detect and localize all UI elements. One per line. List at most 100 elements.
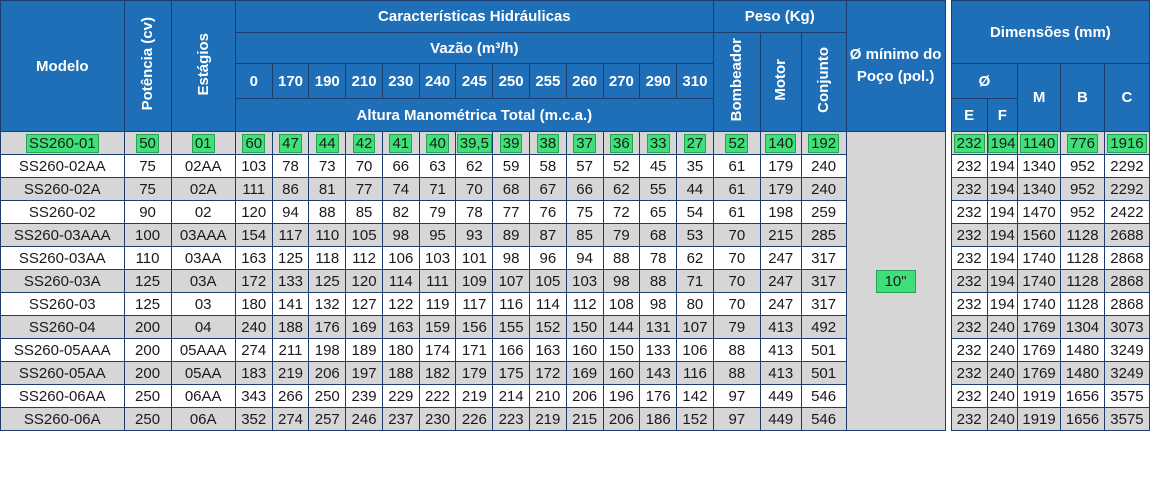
cell-dim-e: 232 bbox=[950, 361, 988, 385]
cell-dim-f-highlight: 194 bbox=[987, 133, 1017, 153]
cell-head: 172 bbox=[234, 269, 273, 293]
header-flow-10: 270 bbox=[602, 63, 641, 99]
cell-bombeador: 97 bbox=[712, 407, 761, 431]
cell-head: 179 bbox=[455, 361, 494, 385]
cell-head: 343 bbox=[234, 384, 273, 408]
cell-dim-f: 194 bbox=[986, 200, 1019, 224]
cell-dim-f: 240 bbox=[986, 338, 1019, 362]
cell-bombeador: 52 bbox=[712, 131, 761, 155]
header-flow-6: 245 bbox=[455, 63, 494, 99]
cell-head: 246 bbox=[345, 407, 383, 431]
cell-dim-c: 3575 bbox=[1103, 407, 1151, 431]
cell-potencia: 125 bbox=[123, 269, 172, 293]
cell-head: 143 bbox=[639, 361, 678, 385]
cell-dim-e: 232 bbox=[950, 246, 988, 270]
cell-head: 98 bbox=[381, 223, 420, 247]
cell-head: 219 bbox=[271, 361, 310, 385]
table-row: SS260-02 90 02 120 94 88 85 82 79 78 77 76 75 72 65 54 6… bbox=[0, 200, 1151, 224]
cell-modelo: SS260-03AA bbox=[0, 246, 125, 270]
cell-dim-m: 1769 bbox=[1017, 315, 1062, 339]
cell-head: 132 bbox=[308, 292, 347, 316]
cell-dim-b: 1128 bbox=[1060, 269, 1105, 293]
cell-head: 214 bbox=[492, 384, 530, 408]
cell-estagios: 02A bbox=[170, 177, 236, 201]
cell-conjunto: 546 bbox=[800, 407, 847, 431]
header-estagios: Estágios bbox=[170, 0, 236, 132]
cell-head: 180 bbox=[381, 338, 420, 362]
cell-head: 223 bbox=[492, 407, 530, 431]
cell-head: 86 bbox=[271, 177, 310, 201]
cell-head: 75 bbox=[565, 200, 604, 224]
cell-head: 169 bbox=[345, 315, 383, 339]
cell-head: 163 bbox=[234, 246, 273, 270]
header-dimensoes: Dimensões (mm) bbox=[950, 0, 1151, 64]
cell-head: 152 bbox=[528, 315, 567, 339]
cell-bombeador: 70 bbox=[712, 292, 761, 316]
header-diametro-minimo: Ø mínimo do Poço (pol.) bbox=[845, 0, 946, 132]
column-gap bbox=[944, 0, 952, 132]
cell-dim-e: 232 bbox=[950, 200, 988, 224]
cell-head: 156 bbox=[455, 315, 494, 339]
header-flow-2: 190 bbox=[308, 63, 347, 99]
cell-head: 155 bbox=[492, 315, 530, 339]
cell-head: 95 bbox=[418, 223, 457, 247]
table-row: SS260-02AA 75 02AA 103 78 73 70 66 63 62 59 58 57 52 4… bbox=[0, 154, 1151, 178]
cell-head: 219 bbox=[528, 407, 567, 431]
cell-motor: 449 bbox=[759, 384, 802, 408]
cell-head: 58 bbox=[528, 154, 567, 178]
cell-dim-e: 232 bbox=[950, 315, 988, 339]
cell-conjunto: 240 bbox=[800, 177, 847, 201]
cell-head: 226 bbox=[455, 407, 494, 431]
cell-dim-e-highlight: 232 bbox=[953, 133, 985, 153]
header-caracteristicas: Características Hidráulicas bbox=[234, 0, 714, 33]
cell-modelo-highlight: SS260-01 bbox=[25, 133, 99, 153]
cell-head: 118 bbox=[308, 246, 347, 270]
cell-head: 188 bbox=[271, 315, 310, 339]
cell-head: 106 bbox=[381, 246, 420, 270]
cell-head: 71 bbox=[676, 269, 714, 293]
pump-spec-table: Modelo Potência (cv) Estágios Caracterís… bbox=[0, 0, 1151, 431]
cell-head: 186 bbox=[639, 407, 678, 431]
cell-head: 59 bbox=[492, 154, 530, 178]
cell-dim-m: 1919 bbox=[1017, 407, 1062, 431]
cell-head: 171 bbox=[455, 338, 494, 362]
cell-head: 80 bbox=[676, 292, 714, 316]
cell-dim-c: 2292 bbox=[1103, 177, 1151, 201]
cell-head: 196 bbox=[602, 384, 641, 408]
cell-head: 120 bbox=[234, 200, 273, 224]
cell-head: 274 bbox=[234, 338, 273, 362]
cell-potencia: 110 bbox=[123, 246, 172, 270]
header-altura: Altura Manométrica Total (m.c.a.) bbox=[234, 98, 714, 132]
cell-dim-c-highlight: 1916 bbox=[1107, 133, 1147, 153]
cell-dim-b: 952 bbox=[1060, 154, 1105, 178]
cell-head: 116 bbox=[492, 292, 530, 316]
cell-head: 39 bbox=[492, 131, 530, 155]
cell-head: 88 bbox=[308, 200, 347, 224]
cell-head: 198 bbox=[308, 338, 347, 362]
cell-estagios: 03AAA bbox=[170, 223, 236, 247]
cell-dim-f: 194 bbox=[986, 154, 1019, 178]
cell-bombeador: 88 bbox=[712, 338, 761, 362]
cell-head: 117 bbox=[455, 292, 494, 316]
cell-bombeador: 61 bbox=[712, 154, 761, 178]
table-row: SS260-03 125 03 180 141 132 127 122 119 117 116 114… bbox=[0, 292, 1151, 316]
cell-head: 206 bbox=[308, 361, 347, 385]
header-dim-m: M bbox=[1017, 63, 1062, 132]
cell-motor: 449 bbox=[759, 407, 802, 431]
cell-motor: 247 bbox=[759, 292, 802, 316]
cell-head: 239 bbox=[345, 384, 383, 408]
cell-head-highlight: 37 bbox=[573, 133, 596, 153]
cell-conjunto: 192 bbox=[800, 131, 847, 155]
cell-estagios: 01 bbox=[170, 131, 236, 155]
cell-dim-e: 232 bbox=[950, 223, 988, 247]
cell-dim-b: 952 bbox=[1060, 177, 1105, 201]
cell-modelo: SS260-05AAA bbox=[0, 338, 125, 362]
cell-dim-f: 194 bbox=[986, 177, 1019, 201]
cell-dim-b: 1656 bbox=[1060, 384, 1105, 408]
cell-head: 96 bbox=[528, 246, 567, 270]
cell-dim-e: 232 bbox=[950, 292, 988, 316]
cell-head: 101 bbox=[455, 246, 494, 270]
cell-potencia: 250 bbox=[123, 384, 172, 408]
cell-head: 74 bbox=[381, 177, 420, 201]
cell-potencia: 50 bbox=[123, 131, 172, 155]
